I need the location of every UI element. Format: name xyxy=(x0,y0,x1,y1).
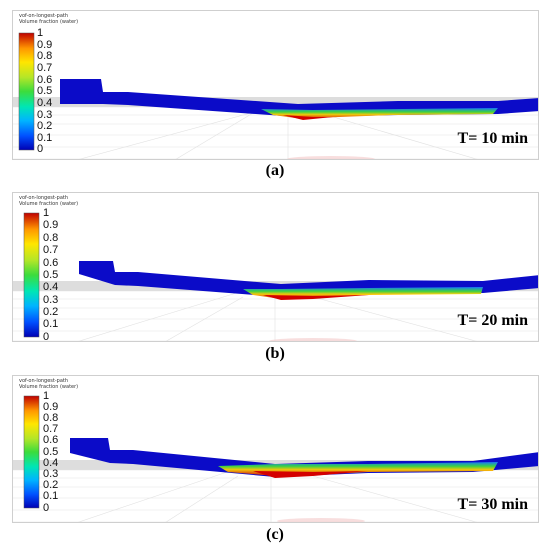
shadow-reflection xyxy=(269,338,357,341)
colorbar-title-1: vof-on-longest-path xyxy=(19,195,69,201)
tick-label: 0.1 xyxy=(43,318,59,330)
water-core xyxy=(263,295,369,300)
tick-label: 0.7 xyxy=(43,423,59,435)
tick-label: 0.5 xyxy=(37,85,53,97)
tick-label: 0.5 xyxy=(43,269,59,281)
tick-label: 0.3 xyxy=(43,294,59,306)
tick-label: 1 xyxy=(37,27,44,39)
tick-label: 0.9 xyxy=(43,401,59,413)
colorbar-title-2: Volume fraction (water) xyxy=(19,201,79,207)
tick-label: 0.6 xyxy=(43,434,59,446)
water-core xyxy=(253,471,368,478)
tick-label: 0.2 xyxy=(37,120,53,132)
caption-a: (a) xyxy=(265,162,285,179)
longest-path-body xyxy=(60,79,538,117)
tick-label: 0.4 xyxy=(37,97,53,109)
tick-label: 0.4 xyxy=(43,281,59,293)
simulation-panel-b: vof-on-longest-path Volume fraction (wat… xyxy=(12,192,539,342)
tick-label: 0.3 xyxy=(37,109,53,121)
colorbar-title-2: Volume fraction (water) xyxy=(19,19,79,25)
tick-label: 0.2 xyxy=(43,479,59,491)
scene-b xyxy=(13,212,538,341)
simulation-panel-a: vof-on-longest-path Volume fraction (wat… xyxy=(12,10,539,160)
shadow-reflection xyxy=(277,518,365,522)
tick-label: 0.7 xyxy=(37,62,53,74)
time-label: T= 10 min xyxy=(457,130,528,147)
tick-label: 1 xyxy=(43,207,50,219)
scene-a xyxy=(13,32,538,159)
tick-label: 0.1 xyxy=(43,490,59,502)
water-region xyxy=(261,108,498,119)
tick-label: 0 xyxy=(37,143,44,155)
time-label: T= 20 min xyxy=(457,312,528,329)
shadow-reflection xyxy=(287,156,375,159)
tick-label: 0.6 xyxy=(37,74,53,86)
simulation-panel-c: vof-on-longest-path Volume fraction (wat… xyxy=(12,375,539,523)
tick-label: 0.3 xyxy=(43,468,59,480)
tick-label: 0.9 xyxy=(43,219,59,231)
tick-label: 0.8 xyxy=(37,50,53,62)
tick-label: 0.6 xyxy=(43,257,59,269)
colorbar xyxy=(23,212,40,338)
tick-label: 0.4 xyxy=(43,457,59,469)
caption-b: (b) xyxy=(265,345,285,362)
colorbar-title-1: vof-on-longest-path xyxy=(19,13,69,19)
tick-label: 0 xyxy=(43,502,50,514)
tick-label: 0.1 xyxy=(37,132,53,144)
colorbar xyxy=(18,32,35,151)
colorbar-title-1: vof-on-longest-path xyxy=(19,378,69,384)
tick-label: 0 xyxy=(43,331,50,342)
tick-label: 0.8 xyxy=(43,232,59,244)
tick-label: 1 xyxy=(43,390,50,402)
tick-label: 0.8 xyxy=(43,412,59,424)
colorbar xyxy=(23,395,40,509)
water-core xyxy=(283,115,333,120)
scene-c xyxy=(13,395,538,522)
tick-label: 0.2 xyxy=(43,306,59,318)
colorbar-title-2: Volume fraction (water) xyxy=(19,384,79,390)
tick-label: 0.5 xyxy=(43,446,59,458)
tick-label: 0.9 xyxy=(37,39,53,51)
tick-label: 0.7 xyxy=(43,244,59,256)
caption-c: (c) xyxy=(266,526,284,543)
time-label: T= 30 min xyxy=(457,496,528,513)
